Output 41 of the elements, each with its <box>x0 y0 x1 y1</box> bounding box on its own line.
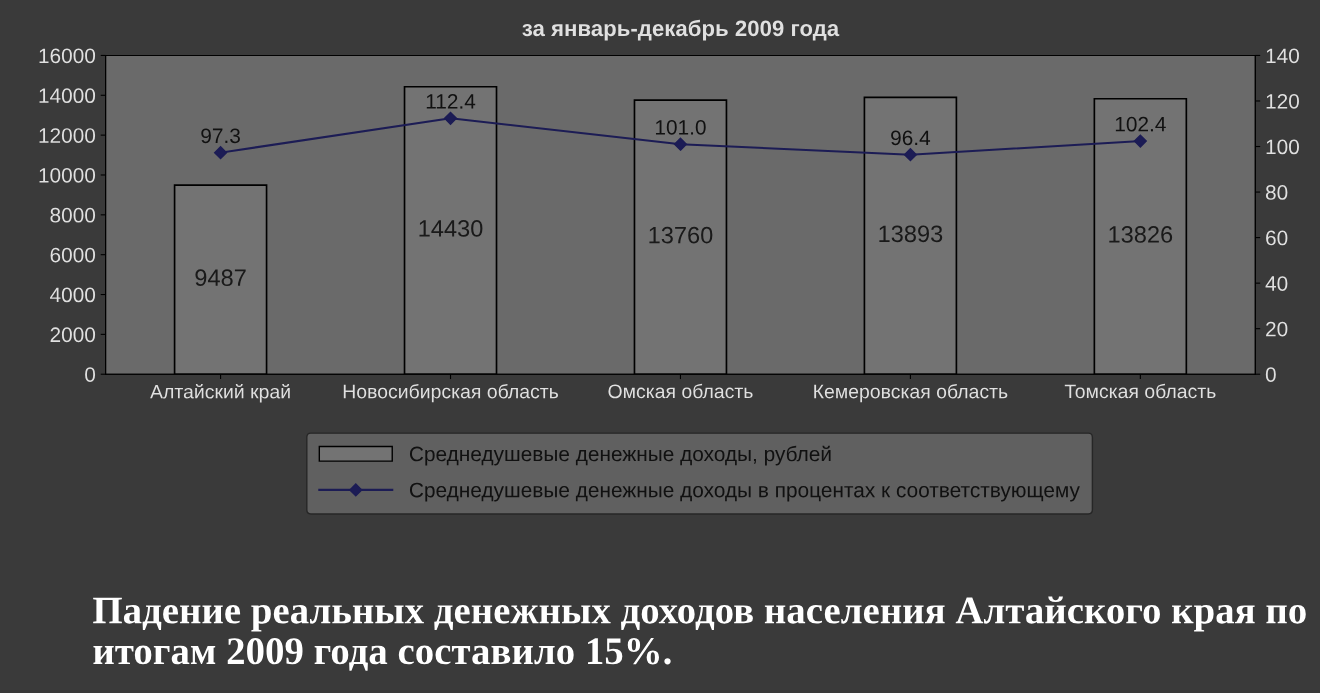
legend-label: Среднедушевые денежные доходы в процентах к соответствующему <box>409 482 1080 502</box>
point <box>1133 134 1147 148</box>
chart-title: за январь-декабрь 2009 года <box>522 19 840 41</box>
data-label: 13760 <box>649 226 713 244</box>
data-label: 96.4 <box>891 130 931 146</box>
data-label: 112.4 <box>426 94 476 109</box>
data-label: 13826 <box>1109 226 1173 243</box>
data-label: 102.4 <box>1115 116 1166 132</box>
y2-tick-label: 100 <box>1266 139 1299 155</box>
y-tick-label: 4000 <box>50 287 96 303</box>
x-tick-label: Томская область <box>1064 383 1216 399</box>
data-label: 14430 <box>419 220 483 237</box>
y-tick-label: 14000 <box>39 88 96 104</box>
text: Падение реальных денежных доходов населения Алтайского края по итогам 2009 года составило 15%. <box>93 596 1306 671</box>
x-tick-label: Алтайский край <box>150 383 290 403</box>
data-label: 13893 <box>879 225 943 243</box>
x-tick-label: Омская область <box>608 383 753 399</box>
y-tick-label: 6000 <box>50 247 96 263</box>
y2-tick-label: 120 <box>1266 93 1299 109</box>
y-tick-label: 12000 <box>39 128 96 143</box>
x-tick-label: Кемеровская область <box>814 383 1008 403</box>
y-tick-label: 16000 <box>39 48 96 64</box>
point <box>903 148 917 162</box>
x-tick-label: Новосибирская область <box>343 383 559 403</box>
y2-tick-label: 0 <box>1265 367 1276 382</box>
point <box>673 137 688 151</box>
y-tick-label: 8000 <box>50 207 96 223</box>
legend-label: Среднедушевые денежные доходы, рублей <box>409 445 831 466</box>
y2-tick-label: 20 <box>1266 321 1288 337</box>
y2-tick-label: 40 <box>1265 276 1288 291</box>
y2-tick-label: 80 <box>1265 185 1288 200</box>
y-tick-label: 2000 <box>50 327 96 343</box>
y-tick-label: 10000 <box>39 167 96 183</box>
y2-tick-label: 60 <box>1266 230 1288 246</box>
data-label: 97.3 <box>201 128 240 144</box>
y-tick-label: 0 <box>85 367 96 382</box>
point <box>443 111 458 125</box>
data-label: 9487 <box>195 269 246 287</box>
point <box>213 146 228 160</box>
y2-tick-label: 140 <box>1266 48 1299 64</box>
data-label: 101.0 <box>655 119 706 135</box>
